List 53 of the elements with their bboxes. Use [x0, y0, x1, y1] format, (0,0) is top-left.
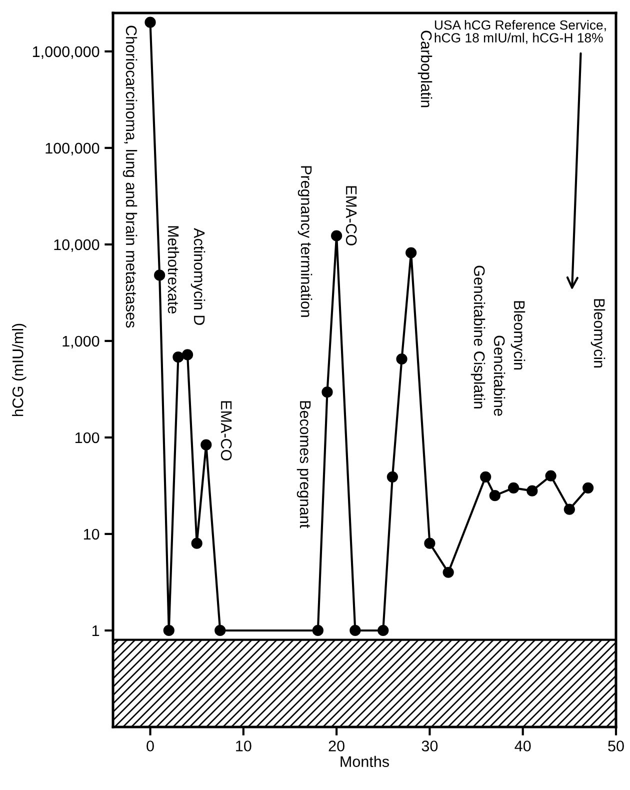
annotation: Becomes pregnant: [296, 401, 311, 528]
point: [154, 270, 166, 281]
annotation: Gencitabine Cisplatin: [470, 266, 486, 408]
y-tick-label: 1,000,000: [33, 46, 100, 59]
point: [200, 439, 212, 450]
point: [564, 504, 575, 515]
point: [214, 624, 226, 636]
point: [172, 352, 184, 363]
point: [545, 470, 556, 482]
point: [396, 353, 408, 365]
point: [406, 247, 417, 258]
point: [480, 471, 492, 482]
point: [191, 538, 202, 549]
point: [331, 230, 342, 242]
annotation: Methotrexate: [168, 226, 180, 314]
annotation: Gencitabine: [494, 336, 506, 416]
annotation: Choriocarcinoma, lung and brain metastases: [122, 26, 138, 328]
y-tick-label: 100,000: [46, 142, 100, 156]
y-tick-label: 1: [92, 626, 100, 636]
y-tick-label: 10: [84, 528, 100, 540]
y-tick-label: 10,000: [54, 239, 100, 252]
x-tick-label: 20: [328, 740, 344, 752]
annotation: Carboplatin: [418, 30, 432, 108]
point: [312, 624, 324, 636]
x-tick-label: 30: [422, 740, 438, 752]
point: [526, 485, 538, 496]
point: [386, 471, 398, 482]
point: [163, 624, 174, 636]
annotation: USA hCG Reference Service, hCG 18 mIU/ml, hCG-H 18%: [434, 20, 606, 44]
annotation: Actinomycin D: [190, 228, 206, 325]
annotation: Pregnancy termination: [298, 166, 312, 317]
x-tick-label: 0: [146, 740, 154, 752]
annotation: Bleomycin: [590, 299, 606, 368]
point: [378, 624, 389, 636]
x-axis-title: Months: [340, 756, 389, 768]
x-tick-label: 50: [608, 740, 624, 752]
point: [442, 566, 454, 578]
y-axis-title: hCG (mIU/ml): [12, 324, 26, 416]
annotation: EMA-CO: [346, 186, 357, 246]
point: [322, 386, 333, 398]
annotation: EMA-CO: [220, 401, 232, 460]
point: [350, 624, 361, 636]
point: [508, 482, 520, 494]
point: [489, 490, 500, 502]
x-tick-label: 40: [514, 740, 531, 752]
y-tick-label: 1,000: [62, 336, 100, 348]
point: [424, 538, 436, 549]
annotation: Bleomycin: [510, 301, 526, 370]
y-tick-label: 100: [75, 432, 100, 444]
point: [182, 349, 194, 360]
x-tick-label: 10: [236, 740, 252, 752]
point: [582, 482, 594, 494]
point: [144, 16, 156, 28]
